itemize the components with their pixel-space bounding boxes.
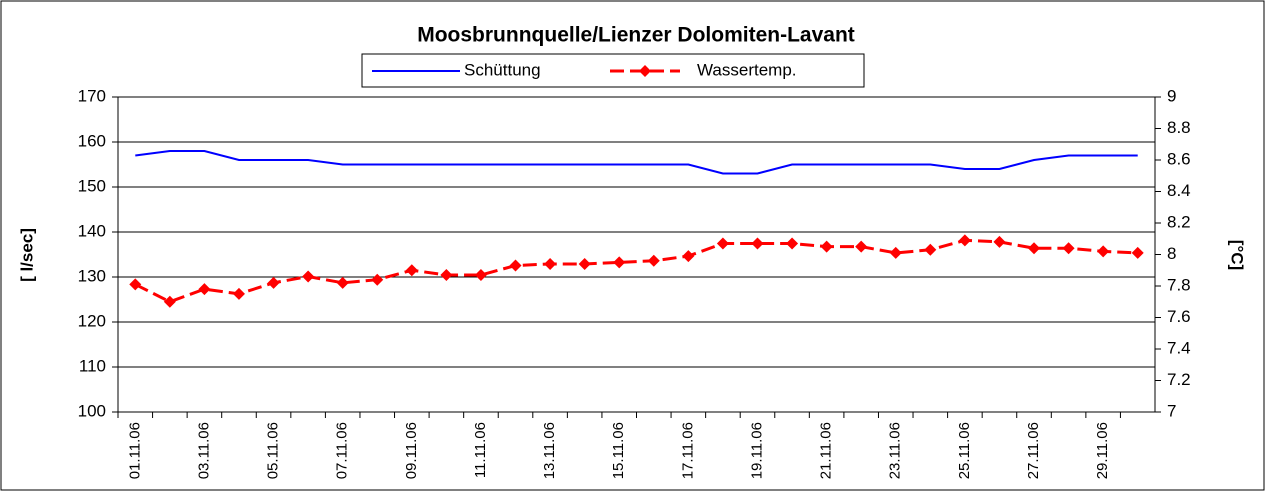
data-point [232, 287, 245, 300]
legend-label: Schüttung [464, 60, 541, 79]
y-tick-label: 140 [78, 221, 106, 240]
x-tick-label: 29.11.06 [1094, 422, 1111, 479]
data-point [613, 256, 626, 269]
data-point [474, 268, 487, 281]
y-tick-label: 160 [78, 131, 106, 150]
data-point [751, 237, 764, 250]
y2-tick-label: 7 [1167, 401, 1176, 420]
data-point [198, 283, 211, 296]
x-tick-label: 07.11.06 [334, 422, 351, 479]
data-point [509, 259, 522, 272]
data-point [958, 234, 971, 247]
x-tick-label: 17.11.06 [679, 422, 696, 479]
x-tick-label: 09.11.06 [403, 422, 420, 479]
data-point [993, 235, 1006, 248]
series-line [134, 238, 1138, 304]
y-axis-label: [ l/sec] [17, 228, 36, 282]
y2-tick-label: 9 [1167, 86, 1176, 105]
y-tick-label: 120 [78, 311, 106, 330]
x-tick-label: 23.11.06 [887, 422, 904, 479]
x-tick-label: 03.11.06 [195, 422, 212, 479]
y2-tick-label: 8 [1167, 244, 1176, 263]
x-tick-label: 19.11.06 [748, 422, 765, 479]
data-point [267, 276, 280, 289]
data-point [820, 240, 833, 253]
data-point [924, 243, 937, 256]
y2-tick-label: 7.4 [1167, 338, 1191, 357]
data-point [129, 278, 142, 291]
y-tick-label: 150 [78, 176, 106, 195]
x-tick-label: 15.11.06 [610, 422, 627, 479]
data-point [716, 237, 729, 250]
x-tick-label: 11.11.06 [472, 422, 489, 478]
legend-marker [639, 65, 651, 77]
y-tick-label: 110 [79, 356, 106, 375]
x-tick-label: 27.11.06 [1025, 422, 1042, 479]
x-tick-label: 13.11.06 [541, 422, 558, 479]
x-tick-label: 05.11.06 [265, 422, 282, 479]
data-point [1131, 246, 1144, 259]
y2-tick-label: 8.6 [1167, 149, 1191, 168]
x-tick-label: 25.11.06 [956, 422, 973, 479]
y2-tick-label: 8.2 [1167, 212, 1191, 231]
data-point [163, 295, 176, 308]
y2-tick-label: 7.6 [1167, 307, 1191, 326]
chart-title: Moosbrunnquelle/Lienzer Dolomiten-Lavant [417, 24, 855, 47]
data-point [647, 254, 660, 267]
data-point [786, 237, 799, 250]
y2-axis-label: [°C] [1228, 240, 1247, 270]
data-point [1062, 242, 1075, 255]
y-tick-label: 170 [78, 86, 106, 105]
y-tick-label: 130 [78, 266, 106, 285]
x-tick-label: 21.11.06 [818, 422, 835, 479]
data-point [1028, 242, 1041, 255]
data-point [371, 273, 384, 286]
legend: Schüttung Wassertemp. [361, 53, 865, 88]
data-point [440, 268, 453, 281]
y2-tick-label: 8.8 [1167, 118, 1191, 137]
data-point [855, 240, 868, 253]
y2-tick-label: 7.2 [1167, 370, 1191, 389]
y-tick-label: 100 [78, 401, 106, 420]
series-line [135, 150, 1138, 175]
data-point [302, 270, 315, 283]
data-point [889, 246, 902, 259]
data-point [336, 276, 349, 289]
data-point [1097, 245, 1110, 258]
data-point [405, 264, 418, 277]
x-tick-label: 01.11.06 [126, 422, 143, 479]
data-point [578, 257, 591, 270]
data-point [682, 250, 695, 263]
y2-tick-label: 7.8 [1167, 275, 1191, 294]
legend-label: Wassertemp. [697, 60, 797, 79]
data-point [544, 257, 557, 270]
y2-tick-label: 8.4 [1167, 181, 1191, 200]
